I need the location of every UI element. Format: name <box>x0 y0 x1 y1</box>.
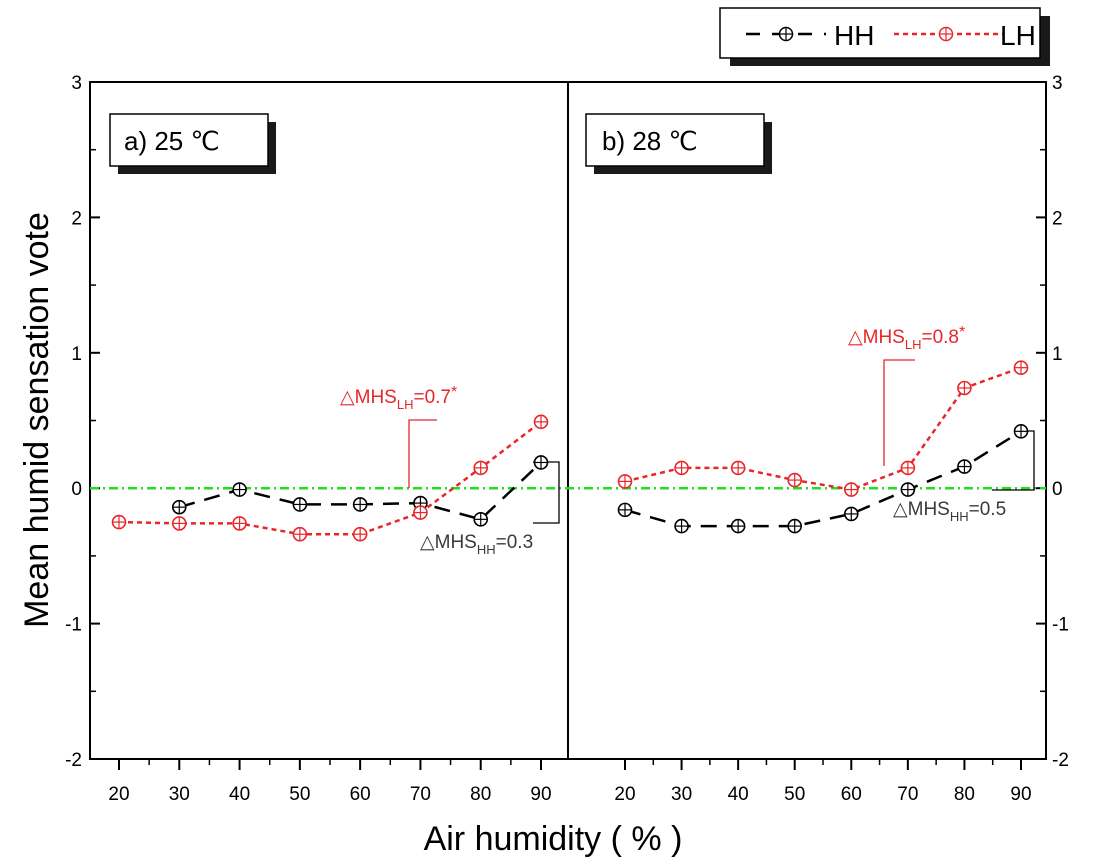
bracket-hh-b <box>992 430 1035 491</box>
series-line-hh-panel-b <box>624 430 1022 528</box>
x-tick-label: 40 <box>229 784 250 805</box>
y-tick-label-right: 1 <box>1052 344 1063 365</box>
data-point-lh <box>787 472 803 488</box>
y-tick-label-right: 3 <box>1052 73 1063 94</box>
data-point-hh <box>900 482 916 497</box>
bracket-lh-a <box>408 419 437 488</box>
data-point-lh <box>171 516 187 531</box>
data-point-hh <box>1013 424 1029 439</box>
legend-item-lh: LH <box>894 20 1036 51</box>
x-tick-label: 90 <box>1010 784 1031 805</box>
y-tick-label-left: -2 <box>65 750 82 771</box>
y-tick-label-right: 2 <box>1052 208 1063 229</box>
y-tick-label-right: -1 <box>1052 615 1069 636</box>
data-point-lh <box>900 460 916 476</box>
plot-frame <box>89 81 1047 760</box>
x-tick-label: 50 <box>784 784 805 805</box>
data-point-hh <box>957 459 972 474</box>
y-axis-ticks: -2 -2 -1 -1 0 0 1 1 2 2 3 3 <box>65 73 1069 771</box>
x-tick-label: 40 <box>728 784 749 805</box>
data-point-lh <box>413 505 428 520</box>
series-line-lh-panel-a <box>118 420 542 536</box>
legend-item-hh: HH <box>746 20 874 51</box>
x-tick-label: 60 <box>841 784 862 805</box>
panel-b-label: b) 28 ℃ <box>602 126 698 156</box>
data-point-hh <box>787 518 803 534</box>
x-tick-label: 80 <box>954 784 975 805</box>
y-tick-label-left: 2 <box>71 208 82 229</box>
x-tick-label: 20 <box>614 784 635 805</box>
data-point-lh <box>533 414 549 430</box>
data-point-hh <box>730 518 746 534</box>
data-point-lh <box>111 514 127 530</box>
data-point-hh <box>232 482 247 497</box>
x-tick-label: 30 <box>671 784 692 805</box>
y-axis-title: Mean humid sensation vote <box>18 212 56 628</box>
data-point-lh <box>957 380 972 396</box>
data-point-lh <box>232 516 247 531</box>
y-tick-label-left: 0 <box>71 479 82 500</box>
data-point-hh <box>292 497 308 512</box>
x-tick-label: 70 <box>897 784 918 805</box>
x-tick-label: 70 <box>410 784 431 805</box>
annotation-hh-a: △MHSHH=0.3 <box>420 532 533 557</box>
x-tick-label: 20 <box>108 784 129 805</box>
bracket-lh-b <box>883 359 915 466</box>
x-tick-label: 60 <box>350 784 371 805</box>
data-point-hh <box>843 506 859 522</box>
data-point-hh <box>473 512 489 527</box>
delta-annotations: △MHSLH=0.7* △MHSHH=0.3 △MHSLH=0.8* △MHSHH=0… <box>340 324 1035 557</box>
x-axis-title: Air humidity ( % ) <box>424 820 683 858</box>
series-line-lh-panel-b <box>624 366 1022 491</box>
x-tick-label: 30 <box>169 784 190 805</box>
data-point-lh <box>674 460 689 476</box>
data-point-hh <box>171 499 187 515</box>
legend: HH LH <box>719 7 1050 66</box>
data-point-lh <box>730 460 746 476</box>
data-point-lh <box>473 460 489 476</box>
data-point-hh <box>674 518 689 534</box>
panel-b-label-box: b) 28 ℃ <box>585 113 772 174</box>
data-point-lh <box>292 526 308 542</box>
y-tick-label-left: 3 <box>71 73 82 94</box>
legend-hh-label: HH <box>834 20 874 51</box>
data-point-lh <box>843 482 859 497</box>
data-point-lh <box>617 474 633 489</box>
panel-a-label: a) 25 ℃ <box>124 126 220 156</box>
x-tick-label: 50 <box>289 784 310 805</box>
annotation-lh-b: △MHSLH=0.8* <box>848 324 965 352</box>
data-point-lh <box>352 526 368 542</box>
bracket-hh-a <box>533 461 560 524</box>
annotation-hh-b: △MHSHH=0.5 <box>893 499 1006 524</box>
annotation-lh-a: △MHSLH=0.7* <box>340 384 457 412</box>
y-tick-label-left: 1 <box>71 344 82 365</box>
data-point-lh <box>1013 360 1029 375</box>
data-point-hh <box>533 455 549 470</box>
data-point-hh <box>617 502 633 518</box>
y-tick-label-right: -2 <box>1052 750 1069 771</box>
data-point-hh <box>352 497 368 512</box>
x-tick-label: 80 <box>470 784 491 805</box>
y-tick-label-left: -1 <box>65 615 82 636</box>
y-tick-label-right: 0 <box>1052 479 1063 500</box>
series-layer <box>111 360 1029 542</box>
x-tick-label: 90 <box>530 784 551 805</box>
panel-a-label-box: a) 25 ℃ <box>109 113 276 174</box>
x-axis-ticks: 20 30 40 50 60 70 80 90 20 30 40 50 60 70 80 90 <box>108 759 1032 805</box>
legend-lh-label: LH <box>1000 20 1036 51</box>
